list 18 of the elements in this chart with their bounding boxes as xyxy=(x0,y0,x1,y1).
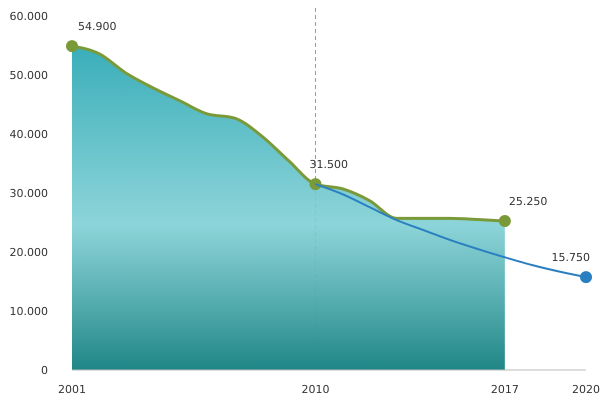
point xyxy=(580,271,592,284)
y-tick-label: 60.000 xyxy=(10,10,48,23)
y-tick-label: 40.000 xyxy=(10,128,48,141)
y-tick-label: 20.000 xyxy=(10,246,48,259)
data-label: 31.500 xyxy=(309,158,348,172)
x-tick-label: 2017 xyxy=(490,383,519,396)
y-tick-label: 50.000 xyxy=(10,69,48,82)
point xyxy=(66,40,78,52)
x-tick-label: 2001 xyxy=(58,383,86,396)
data-label: 25.250 xyxy=(508,195,548,208)
x-tick-label: 2020 xyxy=(572,383,600,396)
y-tick-label: 30.000 xyxy=(10,187,48,200)
x-tick-label: 2010 xyxy=(301,383,330,396)
y-tick-label: 10.000 xyxy=(10,305,48,318)
data-label: 54.900 xyxy=(78,20,116,34)
y-tick-label: 0 xyxy=(41,364,48,377)
point xyxy=(498,215,511,228)
data-label: 15.750 xyxy=(552,251,590,264)
